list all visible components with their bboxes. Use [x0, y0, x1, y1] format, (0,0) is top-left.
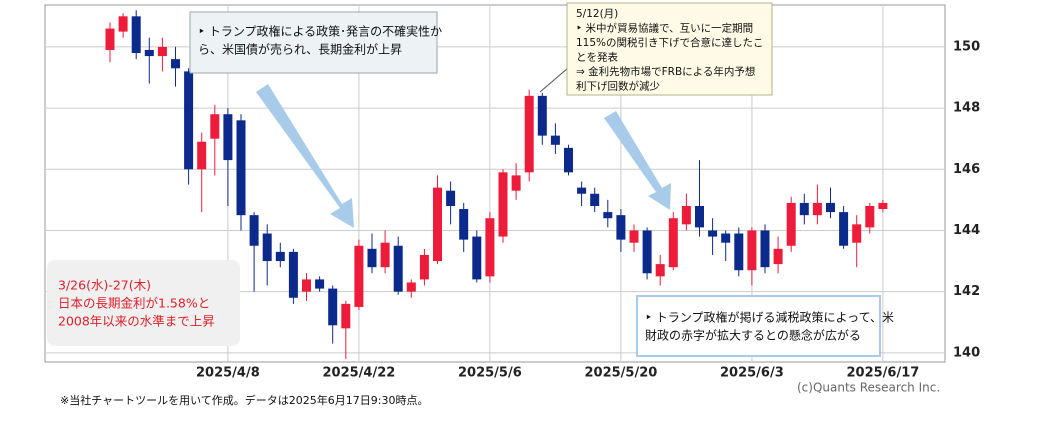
y-tick-label: 144 [953, 223, 980, 238]
x-tick-label: 2025/5/6 [458, 366, 522, 381]
annotation-text: 財政の赤字が拡大するとの懸念が広がる [645, 328, 861, 343]
candle-body [354, 245, 364, 307]
candle-body [681, 205, 691, 225]
annotation-text: 5/12(月) [576, 8, 618, 20]
candle-body [668, 218, 678, 268]
annotation-text: とを発表 [576, 51, 618, 64]
annotation-text: 2008年以来の水準まで上昇 [58, 314, 215, 329]
candle-body [734, 233, 744, 271]
annotation-text: 日本の長期金利が1.58%と [58, 296, 210, 311]
candle-body [564, 147, 573, 173]
candle-body [773, 248, 783, 265]
candle-body [459, 209, 469, 240]
candle-body [826, 202, 835, 213]
candle-body [236, 120, 246, 216]
annotation-box [47, 260, 240, 346]
candle-body [852, 224, 862, 243]
annotation-text: ⇒ 金利先物市場でFRBによる年内予想 [576, 65, 755, 78]
candle-body [210, 114, 220, 139]
candle-body [393, 245, 403, 292]
candle-body [577, 187, 587, 194]
candle-body [223, 114, 233, 161]
candle-body [249, 215, 259, 246]
y-tick-label: 146 [953, 162, 980, 177]
candle-body [655, 264, 665, 277]
x-tick-label: 2025/6/3 [720, 366, 784, 381]
x-tick-label: 2025/4/8 [196, 366, 260, 381]
candle-body [302, 279, 311, 292]
y-tick-label: 142 [953, 284, 980, 299]
candle-body [406, 282, 416, 292]
candle-body [721, 233, 731, 243]
annotation-text: ら、米国債が売られ、長期金利が上昇 [198, 42, 402, 57]
candle-body [865, 205, 875, 228]
candle-body [446, 190, 456, 206]
candle-body [485, 218, 495, 277]
candle-body [157, 46, 167, 57]
annotation-box [566, 2, 773, 96]
candle-body [708, 230, 718, 237]
candle-body [472, 236, 482, 280]
candle-body [131, 16, 141, 54]
footnote: ※当社チャートツールを用いて作成。データは2025年6月17日9:30時点。 [60, 393, 428, 407]
candle-body [498, 172, 508, 237]
candle-body [511, 175, 521, 191]
y-tick-label: 150 [953, 39, 980, 54]
candle-body [367, 248, 377, 268]
candle-body [537, 95, 547, 136]
y-tick-label: 140 [953, 345, 980, 360]
candle-body [184, 71, 194, 170]
candle-body [616, 215, 626, 240]
candle-body [171, 59, 180, 69]
candles [105, 10, 888, 359]
candle-body [603, 212, 613, 219]
candle-body [144, 49, 154, 57]
candle-body [288, 251, 298, 298]
candle-body [747, 230, 757, 271]
candle-body [812, 202, 822, 216]
candle-body [760, 230, 770, 268]
candle-body [878, 202, 888, 210]
arrow [604, 111, 671, 210]
candle-body [105, 28, 115, 50]
candle-body [118, 16, 128, 32]
annotation-text: ‣ トランプ政権が掲げる減税政策によって、米 [645, 310, 894, 325]
candle-body [380, 242, 390, 268]
candle-body [629, 230, 639, 243]
copyright: (c)Quants Research Inc. [797, 381, 940, 395]
candle-body [695, 205, 704, 228]
x-tick-label: 2025/4/22 [322, 366, 395, 381]
candle-body [590, 193, 600, 206]
candle-body [524, 95, 534, 173]
candle-body [315, 279, 325, 289]
annotation-text: 利下げ回数が減少 [576, 80, 660, 93]
candle-body [275, 251, 285, 262]
candle-body [839, 212, 849, 246]
candle-body [433, 187, 442, 262]
annotation-box [636, 295, 881, 357]
annotation-text: 115%の関税引き下げで合意に達したこ [576, 36, 764, 49]
arrow [256, 84, 354, 228]
x-tick-label: 2025/5/20 [584, 366, 657, 381]
candle-body [642, 230, 652, 274]
annotation-box [189, 11, 438, 74]
candle-body [197, 141, 207, 170]
annotation-text: ‣ トランプ政権による政策･発言の不確実性か [198, 24, 442, 39]
candle-body [550, 135, 560, 145]
candle-body [786, 202, 796, 246]
candle-body [328, 288, 338, 326]
annotation-text: 3/26(水)-27(木) [58, 278, 151, 293]
candle-body [799, 202, 809, 216]
y-tick-label: 148 [953, 101, 980, 116]
annotation-text: ‣ 米中が貿易協議で、互いに一定期間 [576, 22, 753, 35]
candle-body [341, 303, 351, 329]
x-tick-label: 2025/6/17 [846, 366, 919, 381]
candle-body [262, 233, 272, 262]
candle-body [419, 254, 429, 280]
